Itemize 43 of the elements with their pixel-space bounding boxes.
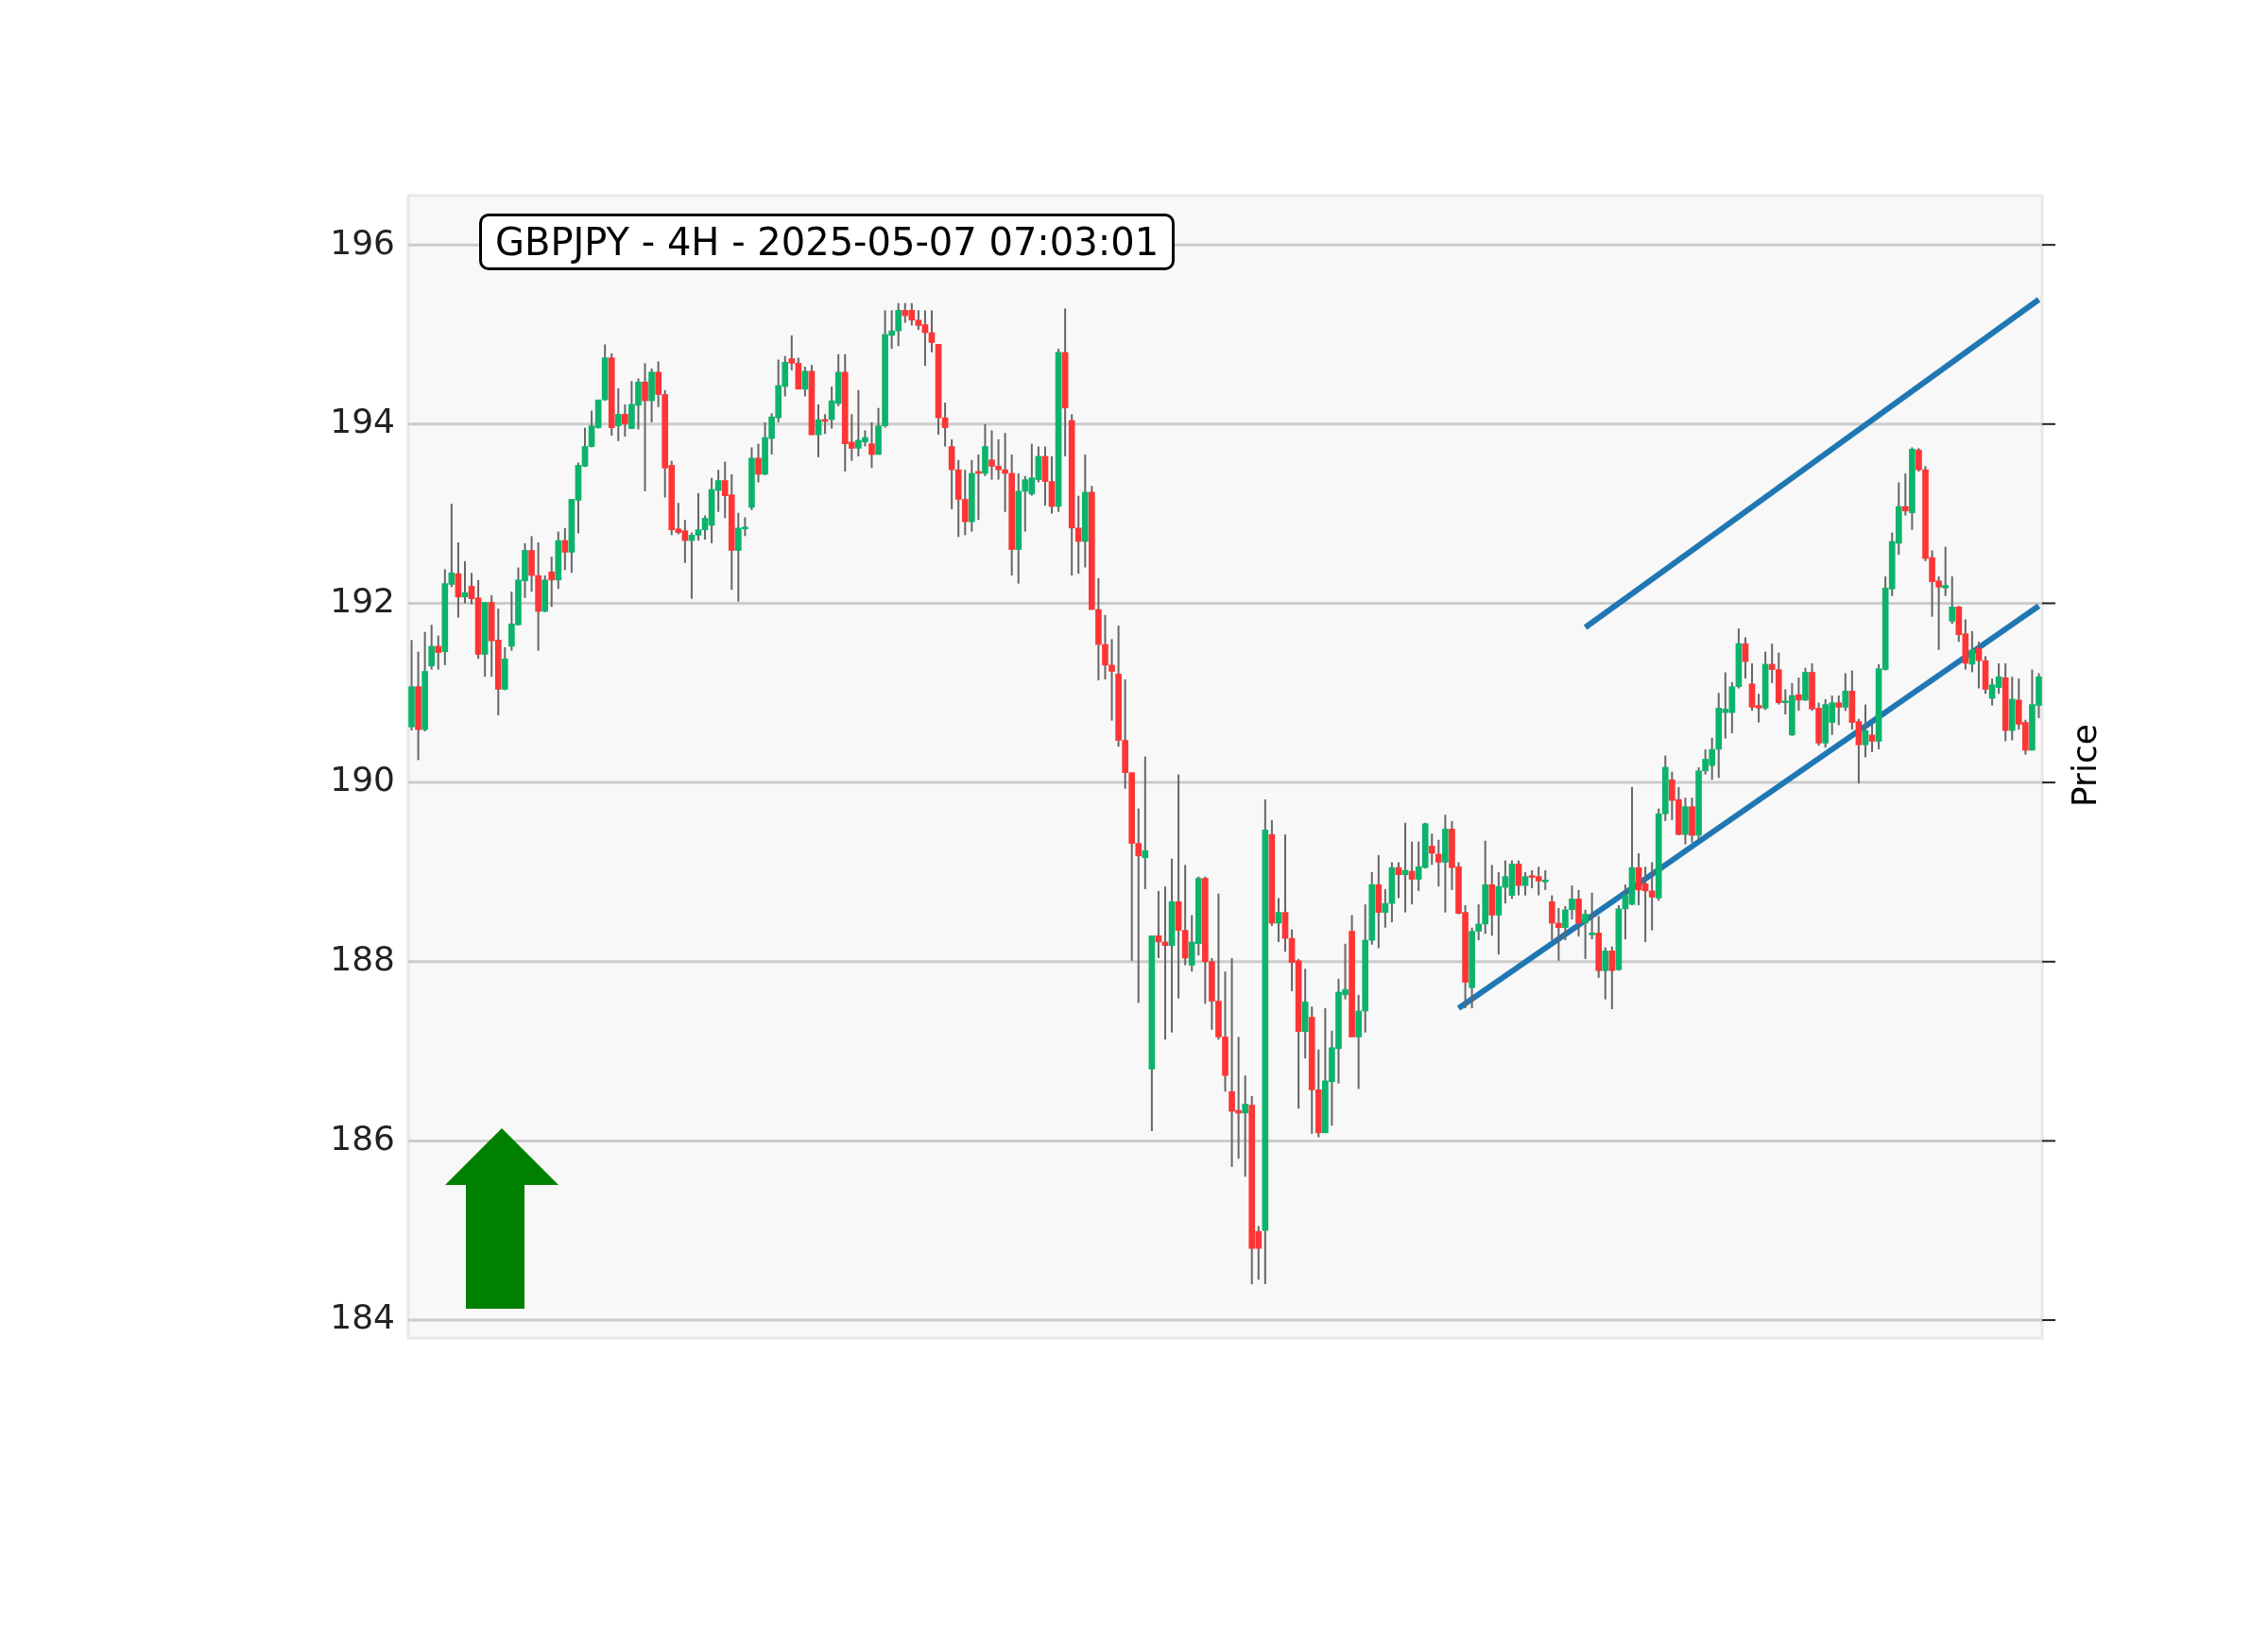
y-tick-label: 192 bbox=[330, 580, 395, 620]
candlestick bbox=[614, 386, 622, 442]
candlestick bbox=[815, 403, 822, 458]
candlestick bbox=[1902, 472, 1909, 517]
candlestick bbox=[1142, 755, 1149, 890]
candlestick bbox=[1548, 894, 1555, 941]
candlestick bbox=[1862, 703, 1869, 759]
y-tick-label: 188 bbox=[330, 939, 395, 979]
y-axis-title: Price bbox=[2065, 724, 2104, 807]
candlestick bbox=[755, 442, 762, 484]
y-tick-label: 186 bbox=[330, 1118, 395, 1158]
candlestick bbox=[1949, 575, 1956, 626]
candlestick bbox=[1968, 629, 1976, 674]
y-tick-label: 184 bbox=[330, 1297, 395, 1337]
candlestick bbox=[1842, 672, 1849, 712]
candlestick bbox=[1435, 838, 1442, 888]
text: GBPJPY - 4H - 2025-05-07 07:03:01 bbox=[479, 214, 1176, 270]
candlestick bbox=[1541, 869, 1549, 891]
candlestick bbox=[1608, 945, 1616, 1010]
candlestick bbox=[1835, 695, 1843, 727]
candlestick bbox=[1796, 677, 1802, 712]
y-tick-label: 196 bbox=[330, 222, 395, 262]
y-tick-label: 190 bbox=[330, 760, 395, 799]
candlestick bbox=[1582, 908, 1589, 960]
candlestick bbox=[1942, 545, 1949, 597]
candlestick bbox=[1916, 447, 1922, 473]
candlestick bbox=[548, 556, 556, 609]
candlestick bbox=[868, 420, 875, 470]
candlestick bbox=[622, 403, 628, 438]
y-tick-label: 194 bbox=[330, 402, 395, 441]
candlestick bbox=[642, 362, 648, 492]
candlestick bbox=[1108, 638, 1115, 722]
candlestick bbox=[1555, 906, 1562, 962]
candlestick bbox=[1428, 832, 1435, 866]
candlestick bbox=[1002, 432, 1008, 513]
candlestick bbox=[1242, 1074, 1248, 1178]
candlestick bbox=[1602, 946, 1609, 1001]
candlestick bbox=[1275, 897, 1282, 943]
candlestick bbox=[1589, 891, 1595, 941]
candlestick bbox=[1102, 613, 1108, 681]
candlestick bbox=[561, 526, 569, 572]
candlestick bbox=[435, 634, 442, 671]
candlestick bbox=[428, 624, 436, 671]
